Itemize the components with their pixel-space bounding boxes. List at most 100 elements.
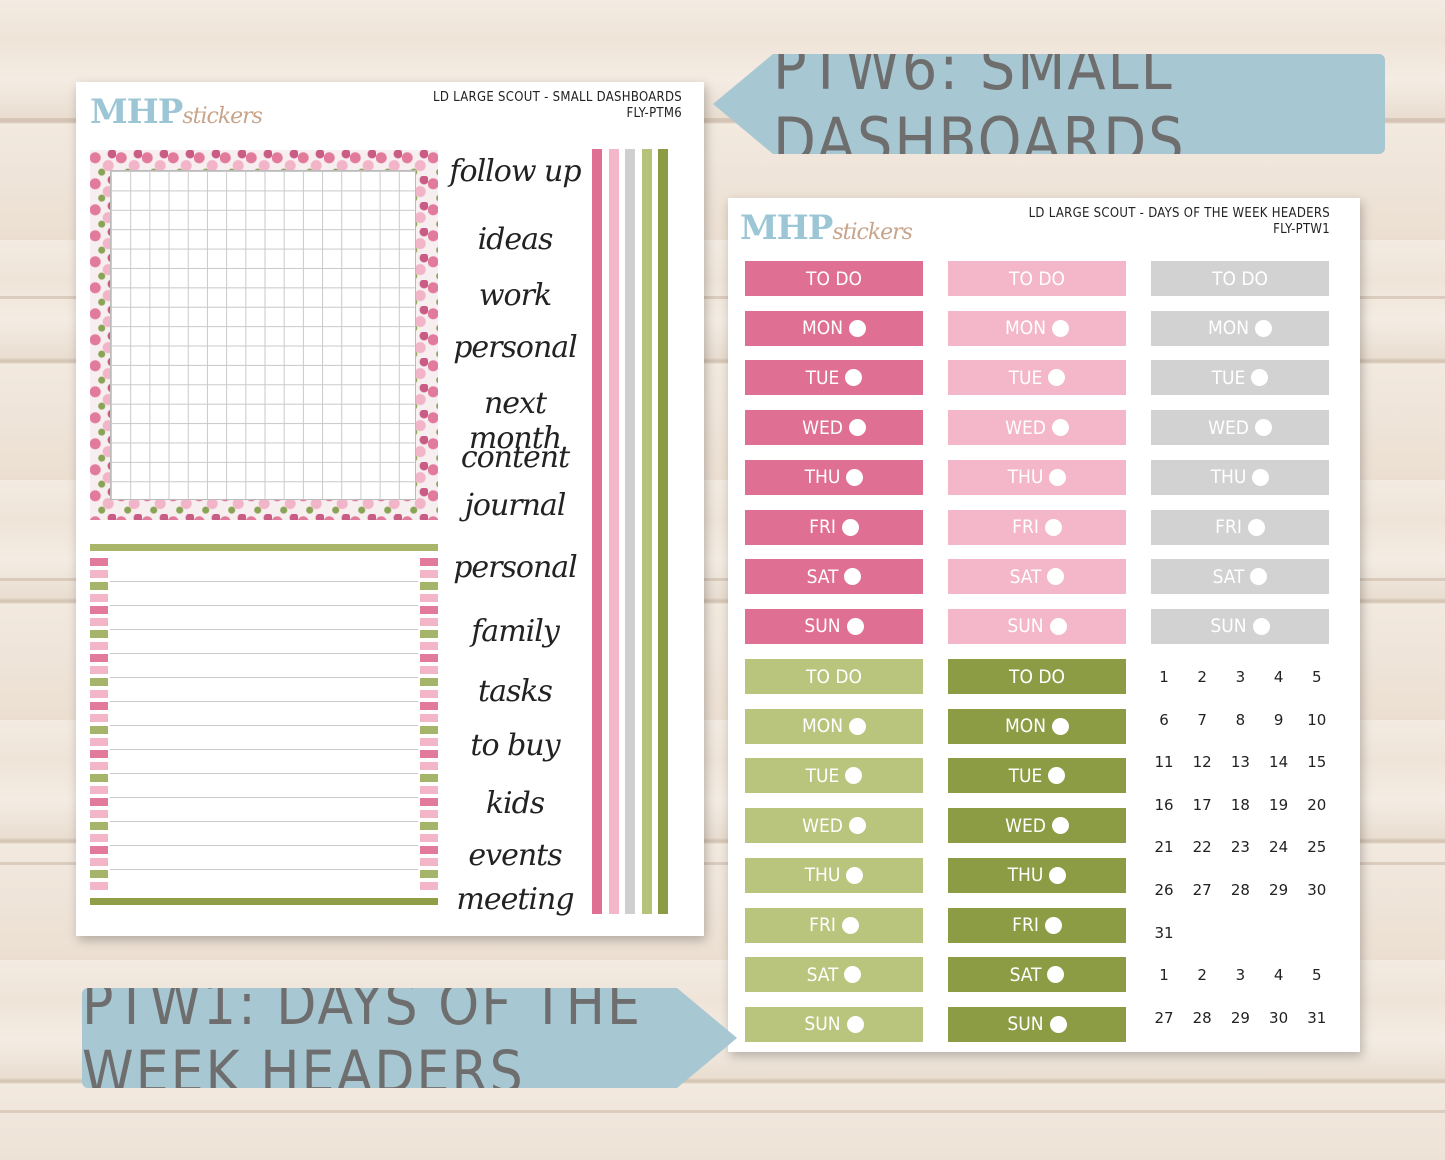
word-sticker: content <box>460 440 570 475</box>
date-number-sticker: 29 <box>1230 1008 1250 1027</box>
date-number-sticker: 17 <box>1192 795 1212 814</box>
day-label: THU <box>1007 466 1044 489</box>
day-header-sticker: MON <box>1151 310 1329 346</box>
date-number-sticker: 4 <box>1273 966 1284 985</box>
day-label: SUN <box>1007 1013 1044 1036</box>
striped-edge-left <box>90 558 108 892</box>
logo-script-text: stickers <box>182 104 263 129</box>
circle-dot-icon <box>846 866 864 884</box>
date-number-sticker: 13 <box>1230 753 1250 772</box>
date-number-sticker: 15 <box>1307 753 1327 772</box>
day-header-sticker: FRI <box>1151 509 1329 545</box>
todo-header-sticker: TO DO <box>948 261 1126 296</box>
day-label: SAT <box>806 963 839 986</box>
circle-dot-icon <box>1052 319 1069 337</box>
word-sticker: events <box>468 838 562 873</box>
day-header-sticker: WED <box>948 808 1126 844</box>
circle-dot-icon <box>1051 817 1069 835</box>
circle-dot-icon <box>846 1015 864 1033</box>
circle-dot-icon <box>1051 419 1069 437</box>
date-number-sticker: 31 <box>1307 1008 1327 1027</box>
circle-dot-icon <box>846 468 864 486</box>
date-number-sticker: 1 <box>1159 966 1169 985</box>
circle-dot-icon <box>1044 518 1062 536</box>
date-number-sticker: 6 <box>1159 710 1169 729</box>
date-number-sticker: 1 <box>1159 668 1169 686</box>
day-label: SUN <box>804 615 841 638</box>
day-label: TO DO <box>1009 665 1065 688</box>
circle-dot-icon <box>1255 319 1272 337</box>
day-header-sticker: MON <box>745 310 923 346</box>
sheet-title: LD LARGE SCOUT - DAYS OF THE WEEK HEADER… <box>1029 206 1330 238</box>
date-number-sticker: 24 <box>1269 838 1289 857</box>
sheet-title: LD LARGE SCOUT - SMALL DASHBOARDS FLY-PT… <box>433 90 682 122</box>
date-number-sticker: 2 <box>1197 668 1207 686</box>
day-header-sticker: WED <box>948 410 1126 446</box>
day-label: SUN <box>1210 615 1247 638</box>
lined-dashboard-bottom-bar <box>90 898 438 905</box>
day-label: TUE <box>1008 764 1043 787</box>
day-label: THU <box>1210 466 1247 489</box>
circle-dot-icon <box>1052 717 1069 735</box>
circle-dot-icon <box>848 817 866 835</box>
word-sticker: personal <box>453 330 578 365</box>
date-number-sticker: 26 <box>1154 881 1174 899</box>
day-label: MON <box>802 317 843 340</box>
date-number-sticker: 18 <box>1230 795 1250 814</box>
logo-script-text: stickers <box>832 220 913 245</box>
day-header-sticker: FRI <box>948 509 1126 545</box>
day-header-sticker: TUE <box>1151 360 1329 396</box>
sticker-sheet-small-dashboards: MHPstickers LD LARGE SCOUT - SMALL DASHB… <box>76 82 704 936</box>
circle-dot-icon <box>845 369 863 387</box>
day-label: WED <box>802 416 843 439</box>
sheet-title-line1: LD LARGE SCOUT - DAYS OF THE WEEK HEADER… <box>1028 206 1330 221</box>
day-label: SUN <box>1007 615 1044 638</box>
day-header-sticker: WED <box>745 410 923 446</box>
day-label: FRI <box>1012 516 1039 538</box>
day-header-sticker: THU <box>745 857 923 893</box>
day-label: TO DO <box>1212 267 1268 290</box>
day-header-sticker: SAT <box>948 957 1126 993</box>
day-header-sticker: TUE <box>948 758 1126 794</box>
circle-dot-icon <box>848 419 866 437</box>
circle-dot-icon <box>1247 518 1265 536</box>
washi-stripe <box>608 149 619 914</box>
day-label: TUE <box>1211 366 1246 389</box>
day-label: SAT <box>1009 963 1042 986</box>
circle-dot-icon <box>846 617 864 635</box>
day-label: TO DO <box>1009 267 1065 290</box>
day-label: WED <box>1005 416 1046 439</box>
day-header-sticker: SAT <box>948 559 1126 595</box>
sheet-code: FLY-PTW1 <box>1273 222 1330 237</box>
todo-header-sticker: TO DO <box>745 659 923 694</box>
circle-dot-icon <box>1252 617 1270 635</box>
date-number-sticker: 5 <box>1312 668 1322 686</box>
day-header-sticker: TUE <box>745 360 923 396</box>
lined-dashboard <box>90 558 438 892</box>
circle-dot-icon <box>841 518 859 536</box>
grid-dashboard <box>110 170 416 500</box>
wood-plank-seam <box>0 1110 1445 1113</box>
day-label: TUE <box>1008 366 1043 389</box>
word-sticker: to buy <box>470 728 560 763</box>
day-header-sticker: MON <box>948 310 1126 346</box>
day-header-sticker: SUN <box>745 1006 923 1042</box>
day-header-sticker: SUN <box>1151 608 1329 644</box>
circle-dot-icon <box>849 717 866 735</box>
day-header-sticker: MON <box>745 708 923 744</box>
day-header-sticker: FRI <box>948 907 1126 943</box>
circle-dot-icon <box>1044 916 1062 934</box>
circle-dot-icon <box>1250 568 1268 586</box>
date-number-sticker: 31 <box>1154 923 1174 942</box>
date-number-sticker: 28 <box>1192 1008 1212 1027</box>
date-number-sticker: 29 <box>1269 881 1289 899</box>
circle-dot-icon <box>1049 1015 1067 1033</box>
washi-stripe <box>592 149 602 914</box>
day-header-sticker: SUN <box>745 608 923 644</box>
date-number-sticker: 23 <box>1230 838 1250 857</box>
day-header-sticker: THU <box>1151 459 1329 495</box>
word-sticker: family <box>471 614 560 649</box>
day-label: SAT <box>1009 565 1042 588</box>
ptw6-banner: PTW6: SMALL DASHBOARDS <box>713 54 1385 154</box>
date-number-sticker: 30 <box>1307 881 1327 899</box>
